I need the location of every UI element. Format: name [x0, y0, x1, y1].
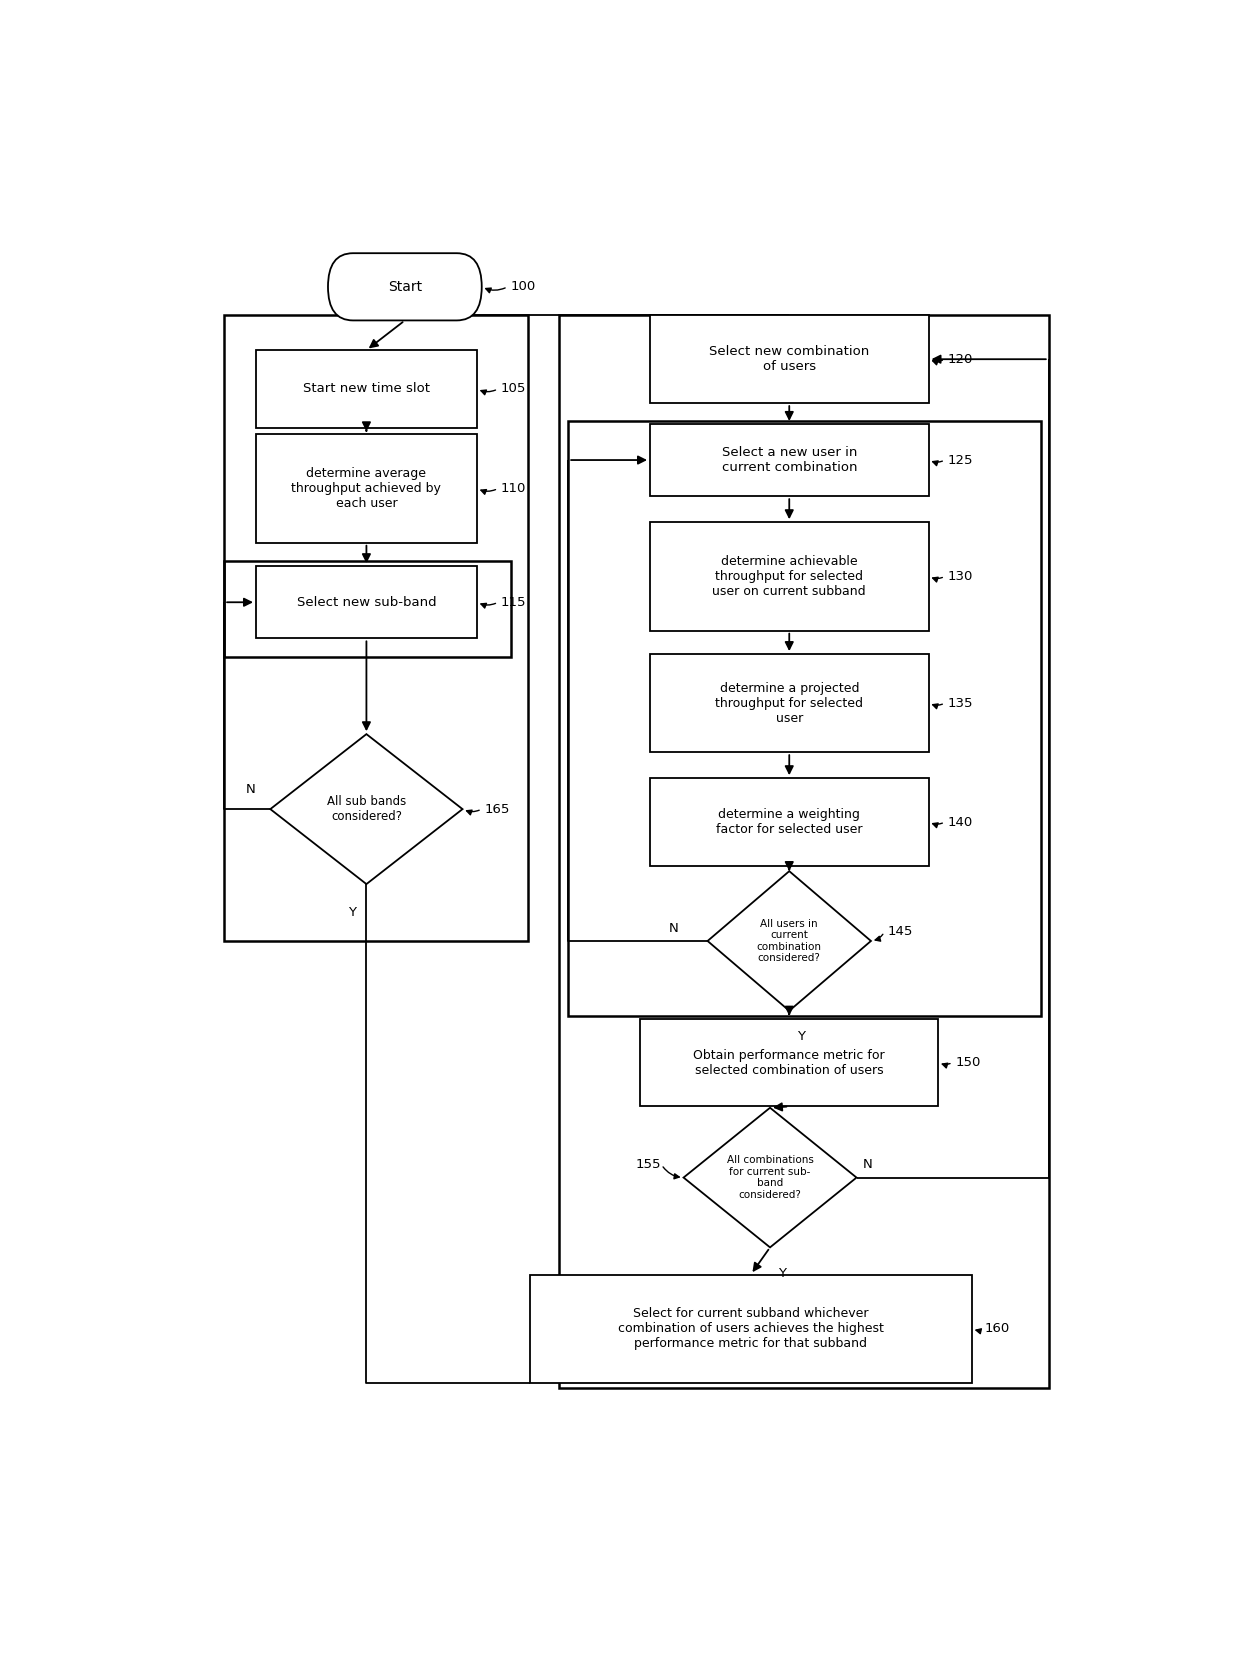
Text: 100: 100	[511, 280, 536, 294]
Text: Start: Start	[388, 280, 422, 294]
Text: N: N	[247, 782, 255, 796]
FancyBboxPatch shape	[327, 254, 481, 321]
Text: Start new time slot: Start new time slot	[303, 383, 430, 396]
Text: Obtain performance metric for
selected combination of users: Obtain performance metric for selected c…	[693, 1048, 885, 1076]
Bar	[224, 561, 511, 656]
Text: 120: 120	[947, 353, 973, 366]
Text: determine a weighting
factor for selected user: determine a weighting factor for selecte…	[715, 808, 863, 836]
FancyBboxPatch shape	[529, 1274, 972, 1383]
Text: determine a projected
throughput for selected
user: determine a projected throughput for sel…	[715, 682, 863, 725]
Polygon shape	[683, 1108, 857, 1247]
Text: All users in
current
combination
considered?: All users in current combination conside…	[756, 918, 822, 964]
FancyBboxPatch shape	[650, 522, 929, 631]
FancyBboxPatch shape	[255, 351, 477, 428]
Bar	[558, 316, 1049, 1389]
Text: Y: Y	[348, 907, 356, 918]
Text: All combinations
for current sub-
band
considered?: All combinations for current sub- band c…	[727, 1155, 813, 1200]
Text: 165: 165	[485, 803, 510, 816]
Bar	[224, 316, 528, 940]
FancyBboxPatch shape	[650, 655, 929, 752]
Text: Select new combination
of users: Select new combination of users	[709, 346, 869, 373]
Text: 130: 130	[947, 569, 973, 583]
Text: N: N	[863, 1159, 873, 1172]
Text: Y: Y	[797, 1031, 805, 1043]
Polygon shape	[270, 734, 463, 885]
Text: 155: 155	[636, 1159, 661, 1172]
Text: N: N	[670, 922, 678, 935]
Text: determine average
throughput achieved by
each user: determine average throughput achieved by…	[291, 467, 441, 510]
Text: Select for current subband whichever
combination of users achieves the highest
p: Select for current subband whichever com…	[618, 1308, 884, 1350]
Text: 105: 105	[501, 383, 526, 396]
FancyBboxPatch shape	[650, 777, 929, 866]
Text: Select new sub-band: Select new sub-band	[296, 596, 436, 609]
Text: 115: 115	[501, 596, 527, 609]
Bar	[568, 421, 1042, 1016]
Text: 145: 145	[888, 925, 913, 939]
Text: All sub bands
considered?: All sub bands considered?	[327, 796, 405, 823]
Text: determine achievable
throughput for selected
user on current subband: determine achievable throughput for sele…	[713, 554, 866, 598]
FancyBboxPatch shape	[650, 316, 929, 403]
Text: 150: 150	[956, 1056, 981, 1070]
FancyBboxPatch shape	[255, 566, 477, 638]
Text: 140: 140	[947, 816, 973, 828]
FancyBboxPatch shape	[640, 1019, 939, 1106]
FancyBboxPatch shape	[255, 435, 477, 542]
Text: 160: 160	[985, 1323, 1009, 1335]
Text: Y: Y	[777, 1266, 786, 1279]
Text: 135: 135	[947, 697, 973, 710]
Text: 110: 110	[501, 482, 526, 495]
Text: 125: 125	[947, 453, 973, 467]
Text: Select a new user in
current combination: Select a new user in current combination	[722, 447, 857, 473]
Polygon shape	[708, 871, 870, 1011]
FancyBboxPatch shape	[650, 423, 929, 497]
